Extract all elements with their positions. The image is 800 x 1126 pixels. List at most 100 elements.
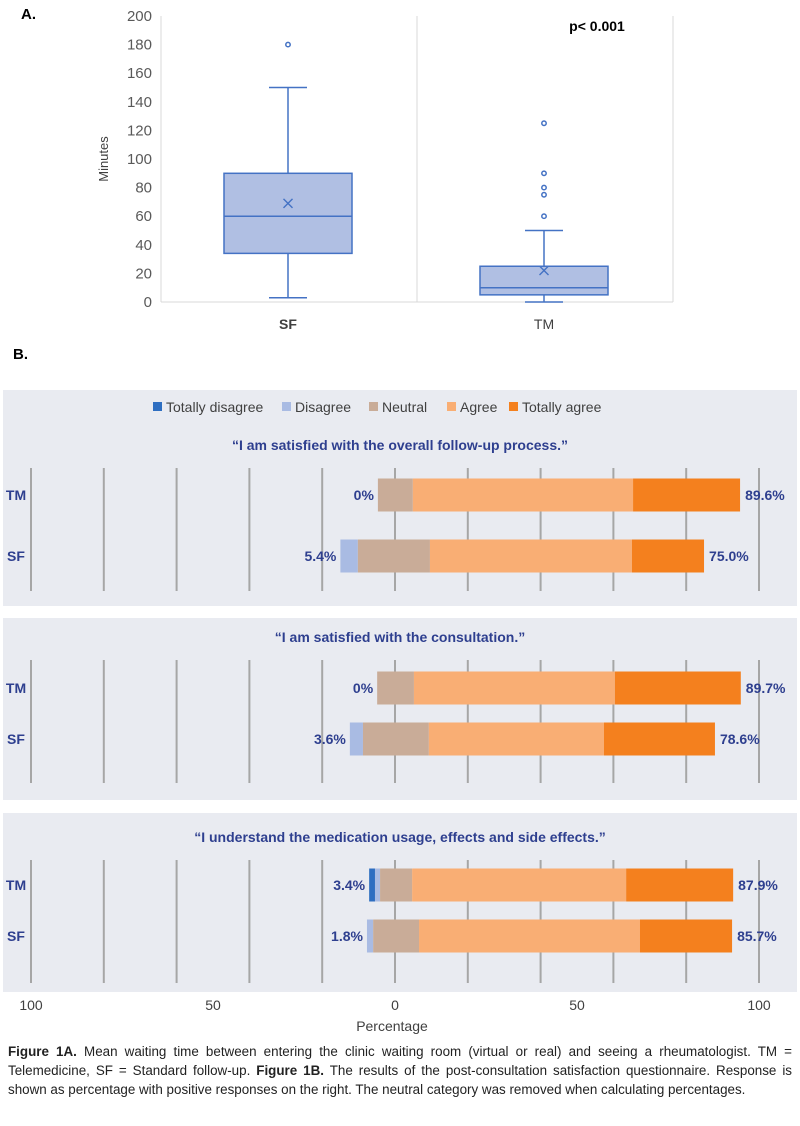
p-value-annotation: p< 0.001	[569, 18, 625, 34]
caption-fig1a-label: Figure 1A.	[8, 1044, 77, 1059]
mean-marker	[539, 265, 549, 276]
bar-segment-agree	[429, 539, 632, 573]
panel-background	[3, 618, 797, 800]
bar-row-tm: TM 0% 89.7%	[6, 671, 786, 705]
x-tick-label: 50	[205, 997, 221, 1013]
x-tick-label: 50	[569, 997, 585, 1013]
x-tick-label: 100	[19, 997, 43, 1013]
row-group-label: TM	[6, 877, 26, 893]
x-category-label: SF	[279, 316, 297, 330]
question-title: “I am satisfied with the overall follow-…	[232, 437, 568, 453]
outlier-point	[285, 41, 291, 48]
bar-segment-neutral	[380, 868, 413, 902]
legend-swatch	[447, 402, 456, 411]
bar-segment-disagree	[374, 868, 381, 902]
negative-percent-label: 0%	[354, 487, 375, 503]
panel-b-label: B.	[13, 346, 28, 363]
legend-swatch	[509, 402, 518, 411]
y-tick-label: 160	[127, 65, 152, 82]
question-panel: “I understand the medication usage, effe…	[3, 813, 797, 992]
y-tick-label: 100	[127, 151, 152, 168]
bar-row-sf: SF 1.8% 85.7%	[7, 919, 777, 953]
figure-caption: Figure 1A. Mean waiting time between ent…	[8, 1042, 792, 1099]
y-tick-label: 200	[127, 8, 152, 25]
bar-segment-totally-agree	[633, 478, 741, 512]
x-category-label: TM	[534, 316, 554, 330]
y-tick-label: 20	[135, 265, 152, 282]
legend-swatch	[282, 402, 291, 411]
box-group-tm	[479, 120, 609, 303]
caption-fig1b-text: The results of the post-consultation sat…	[8, 1063, 792, 1097]
y-tick-label: 140	[127, 94, 152, 111]
bar-segment-neutral	[357, 539, 430, 573]
question-panel: “I am satisfied with the consultation.” T…	[3, 618, 797, 800]
bar-segment-disagree	[340, 539, 358, 573]
bar-segment-agree	[412, 478, 634, 512]
bar-row-tm: TM 0% 89.6%	[6, 478, 785, 512]
negative-percent-label: 0%	[353, 680, 374, 696]
row-group-label: SF	[7, 928, 25, 944]
bar-segment-agree	[413, 671, 615, 705]
bar-row-sf: SF 3.6% 78.6%	[7, 722, 760, 756]
bar-segment-agree	[428, 722, 604, 756]
caption-fig1a-text: Mean waiting time between entering the c…	[8, 1044, 792, 1078]
legend-item: Disagree	[282, 399, 351, 415]
row-group-label: TM	[6, 487, 26, 503]
legend-label: Totally agree	[522, 399, 602, 415]
panel-a-label: A.	[21, 6, 36, 23]
bar-segment-neutral	[362, 722, 429, 756]
question-panel: Totally disagree Disagree Neutral Agree Tota…	[3, 390, 797, 606]
bar-segment-totally-agree	[639, 919, 733, 953]
positive-percent-label: 89.7%	[746, 680, 786, 696]
outlier-point	[541, 120, 547, 127]
likert-chart: Totally disagree Disagree Neutral Agree Tota…	[3, 390, 797, 1034]
negative-percent-label: 1.8%	[331, 928, 363, 944]
bar-segment-neutral	[377, 671, 414, 705]
bar-segment-totally-agree	[631, 539, 705, 573]
question-title: “I understand the medication usage, effe…	[194, 829, 606, 845]
outlier-point	[541, 213, 547, 220]
row-group-label: TM	[6, 680, 26, 696]
bar-row-sf: SF 5.4% 75.0%	[7, 539, 749, 573]
iqr-box	[223, 172, 353, 255]
question-title: “I am satisfied with the consultation.”	[275, 629, 525, 645]
row-group-label: SF	[7, 731, 25, 747]
bar-segment-neutral	[373, 919, 420, 953]
legend-label: Totally disagree	[166, 399, 263, 415]
mean-marker	[283, 198, 293, 209]
bar-segment-totally-agree	[614, 671, 741, 705]
legend-item: Totally agree	[509, 399, 602, 415]
boxplot-chart: 0 20 40 60 80 100 120 140 160 180 200 Minutes p< 0.0…	[96, 8, 674, 330]
negative-percent-label: 5.4%	[304, 548, 336, 564]
negative-percent-label: 3.6%	[314, 731, 346, 747]
row-group-label: SF	[7, 548, 25, 564]
x-axis-title: Percentage	[356, 1018, 428, 1034]
legend-label: Neutral	[382, 399, 427, 415]
bar-segment-agree	[419, 919, 640, 953]
bar-segment-totally-disagree	[369, 868, 375, 902]
positive-percent-label: 78.6%	[720, 731, 760, 747]
bar-segment-agree	[412, 868, 627, 902]
y-tick-label: 120	[127, 122, 152, 139]
bar-segment-totally-agree	[626, 868, 734, 902]
panel-background	[3, 813, 797, 992]
legend-label: Agree	[460, 399, 498, 415]
y-tick-label: 80	[135, 180, 152, 197]
legend-swatch	[369, 402, 378, 411]
positive-percent-label: 75.0%	[709, 548, 749, 564]
legend-label: Disagree	[295, 399, 351, 415]
bar-segment-neutral	[377, 478, 413, 512]
x-tick-label: 100	[747, 997, 771, 1013]
bar-row-tm: TM 3.4% 87.9%	[6, 868, 778, 902]
x-tick-label: 0	[391, 997, 399, 1013]
positive-percent-label: 85.7%	[737, 928, 777, 944]
caption-fig1b-label: Figure 1B.	[256, 1063, 324, 1078]
y-tick-label: 0	[144, 294, 152, 311]
y-tick-label: 60	[135, 208, 152, 225]
positive-percent-label: 89.6%	[745, 487, 785, 503]
bar-segment-disagree	[366, 919, 374, 953]
bar-segment-totally-agree	[603, 722, 715, 756]
negative-percent-label: 3.4%	[333, 877, 365, 893]
bar-segment-disagree	[349, 722, 363, 756]
y-tick-label: 180	[127, 37, 152, 54]
